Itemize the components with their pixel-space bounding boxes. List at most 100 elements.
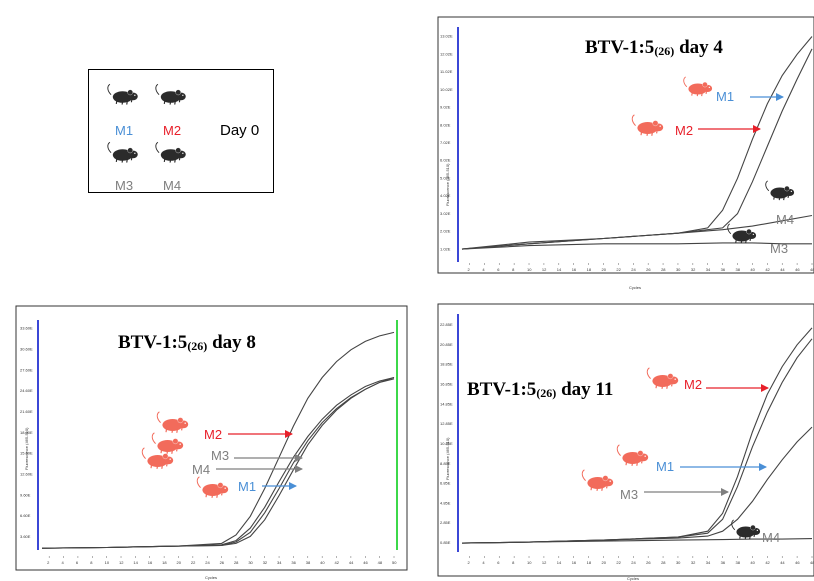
y-axis-label: Fluorescence (465-510) <box>445 163 450 206</box>
y-tick-label: 20.85E <box>440 342 453 347</box>
mouse-icon <box>646 367 679 389</box>
x-tick-label: 36 <box>721 267 726 272</box>
y-tick-label: 12.02E <box>440 51 453 56</box>
x-tick-label: 40 <box>750 267 755 272</box>
x-tick-label: 38 <box>736 560 741 565</box>
y-axis-label: Fluorescence (465-510) <box>24 427 29 470</box>
y-tick-label: 27.60E <box>20 367 33 372</box>
series-label-m1: M1 <box>716 89 734 104</box>
chart-title: BTV-1:5(26) day 11 <box>467 379 613 400</box>
y-tick-label: 9.60E <box>20 492 31 497</box>
y-tick-label: 15.60E <box>20 451 33 456</box>
chart-title: BTV-1:5(26) day 8 <box>118 332 256 353</box>
y-tick-label: 8.85E <box>440 461 451 466</box>
x-tick-label: 32 <box>691 267 696 272</box>
x-tick-label: 16 <box>572 560 577 565</box>
x-tick-label: 6 <box>76 560 79 565</box>
series-line-m4 <box>461 214 813 250</box>
y-tick-label: 3.02E <box>440 211 451 216</box>
x-tick-label: 32 <box>263 560 268 565</box>
x-tick-label: 8 <box>512 267 515 272</box>
mouse-icon <box>107 83 138 105</box>
x-tick-label: 34 <box>706 267 711 272</box>
x-axis-label: Cycles <box>629 285 641 290</box>
x-tick-label: 46 <box>795 267 800 272</box>
x-tick-label: 16 <box>572 267 577 272</box>
chart-day4: 2 4 6 8 10 12 14 16 18 20 22 24 26 28 30 32 34 36 38 40 42 44… <box>440 34 814 272</box>
mouse-icon <box>196 476 229 498</box>
series-line-m4 <box>461 538 813 544</box>
y-tick-label: 7.02E <box>440 140 451 145</box>
x-tick-label: 20 <box>601 267 606 272</box>
x-tick-label: 24 <box>205 560 210 565</box>
y-tick-label: 3.60E <box>20 534 31 539</box>
y-tick-label: 14.85E <box>440 401 453 406</box>
x-tick-label: 46 <box>363 560 368 565</box>
x-axis-label: Cycles <box>205 575 217 580</box>
mouse-icon <box>581 469 614 491</box>
x-tick-label: 50 <box>392 560 397 565</box>
x-tick-label: 48 <box>378 560 383 565</box>
series-line-m3 <box>461 426 813 544</box>
day0-label: Day 0 <box>220 122 259 139</box>
x-tick-label: 44 <box>780 267 785 272</box>
mouse-icon <box>765 180 795 201</box>
x-tick-label: 4 <box>482 267 485 272</box>
y-tick-label: 4.02E <box>440 193 451 198</box>
x-tick-label: 14 <box>557 560 562 565</box>
plot-frame <box>437 16 814 274</box>
x-tick-label: 2 <box>47 560 50 565</box>
y-tick-label: 24.60E <box>20 388 33 393</box>
series-label-m2: M2 <box>675 123 693 138</box>
chart-title: BTV-1:5(26) day 4 <box>585 37 723 58</box>
y-tick-label: 8.02E <box>440 122 451 127</box>
panel-day8: BTV-1:5(26) day 8 Cycles Fluorescence (4… <box>15 305 408 580</box>
x-tick-label: 28 <box>661 560 666 565</box>
y-tick-label: 18.60E <box>20 430 33 435</box>
series-label-m2: M2 <box>204 427 222 442</box>
x-tick-label: 6 <box>497 267 500 272</box>
x-tick-label: 12 <box>542 560 547 565</box>
x-tick-label: 18 <box>587 560 592 565</box>
x-tick-label: 12 <box>119 560 124 565</box>
x-tick-label: 28 <box>234 560 239 565</box>
x-tick-label: 36 <box>291 560 296 565</box>
day0-box <box>88 69 274 193</box>
y-tick-label: 10.85E <box>440 441 453 446</box>
series-line-m2 <box>41 331 395 549</box>
y-tick-label: 2.02E <box>440 229 451 234</box>
x-tick-label: 24 <box>631 560 636 565</box>
x-tick-label: 20 <box>176 560 181 565</box>
x-tick-label: 14 <box>133 560 138 565</box>
x-tick-label: 26 <box>220 560 225 565</box>
x-tick-label: 44 <box>349 560 354 565</box>
mouse-label-m1: M1 <box>115 123 133 138</box>
y-tick-label: 9.02E <box>440 105 451 110</box>
y-tick-label: 21.60E <box>20 409 33 414</box>
x-tick-label: 10 <box>527 560 532 565</box>
y-axis-label: Fluorescence (465-510) <box>445 437 450 480</box>
series-label-m1: M1 <box>656 459 674 474</box>
series-line-m1 <box>461 48 813 250</box>
y-tick-label: 6.85E <box>440 481 451 486</box>
x-tick-label: 10 <box>527 267 532 272</box>
x-tick-label: 4 <box>62 560 65 565</box>
mouse-label-m4: M4 <box>163 178 181 193</box>
y-tick-label: 33.60E <box>20 326 33 331</box>
x-tick-label: 42 <box>765 267 770 272</box>
x-tick-label: 22 <box>616 267 621 272</box>
x-tick-label: 36 <box>721 560 726 565</box>
series-label-m4: M4 <box>776 212 794 227</box>
y-tick-label: 13.02E <box>440 34 453 39</box>
mouse-icon <box>683 76 713 97</box>
y-tick-label: 2.85E <box>440 520 451 525</box>
chart-marks: 2 4 6 8 10 12 14 16 18 20 22 24 26 28 30 32 34 36 38 40 42 44… <box>20 34 814 565</box>
x-tick-label: 26 <box>646 267 651 272</box>
x-tick-label: 26 <box>646 560 651 565</box>
x-tick-label: 30 <box>248 560 253 565</box>
x-tick-label: 48 <box>810 560 814 565</box>
x-tick-label: 30 <box>676 267 681 272</box>
x-tick-label: 42 <box>765 560 770 565</box>
mouse-icon <box>156 411 189 433</box>
